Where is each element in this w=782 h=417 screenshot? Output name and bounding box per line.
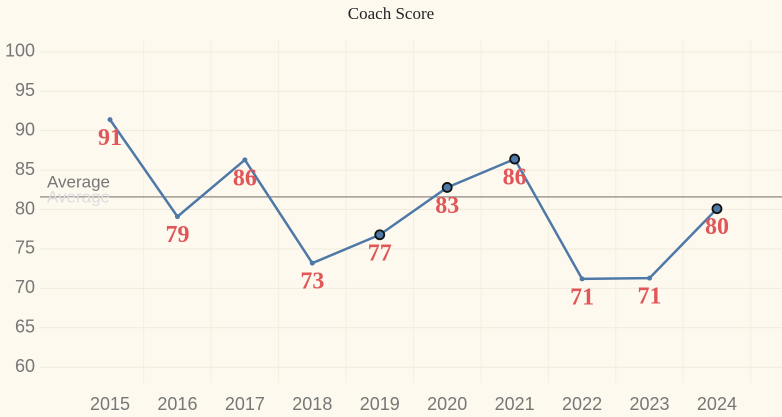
value-label: 86 [503,165,527,191]
point [242,157,248,163]
chart-title: Coach Score [348,4,434,23]
point [107,117,113,123]
y-tick-label: 80 [15,198,35,218]
point [309,260,315,266]
y-tick-label: 90 [15,119,35,139]
point [647,275,653,281]
x-tick-label: 2023 [629,394,669,414]
highlight-point [441,182,453,193]
x-tick-label: 2017 [225,394,265,414]
y-tick-label: 100 [5,41,35,61]
y-tick-label: 95 [15,80,35,100]
value-label: 91 [98,125,122,151]
x-tick-label: 2024 [697,394,737,414]
y-tick-label: 70 [15,277,35,297]
reference-label: Average [47,172,110,191]
point [174,214,180,220]
y-tick-label: 75 [15,238,35,258]
value-label: 71 [638,284,662,310]
y-tick-label: 65 [15,317,35,337]
x-tick-label: 2019 [360,394,400,414]
y-tick-label: 85 [15,159,35,179]
x-tick-label: 2016 [157,394,197,414]
value-label: 77 [368,240,392,266]
point [579,276,585,282]
x-tick-label: 2022 [562,394,602,414]
x-tick-label: 2021 [495,394,535,414]
line [108,118,718,281]
highlight-point [374,229,386,241]
value-label: 71 [570,284,594,310]
value-label: 73 [300,269,324,295]
x-tick-label: 2015 [90,394,130,414]
highlight-point [711,203,723,215]
value-label: 79 [165,222,189,248]
value-label: 80 [705,214,729,240]
value-label: 86 [233,165,257,191]
y-tick-label: 60 [15,356,35,376]
highlight-point [509,153,521,165]
x-tick-label: 2018 [292,394,332,414]
reference-label-shadow: Average [47,187,110,206]
x-tick-label: 2020 [427,394,467,414]
value-label: 83 [435,193,459,219]
